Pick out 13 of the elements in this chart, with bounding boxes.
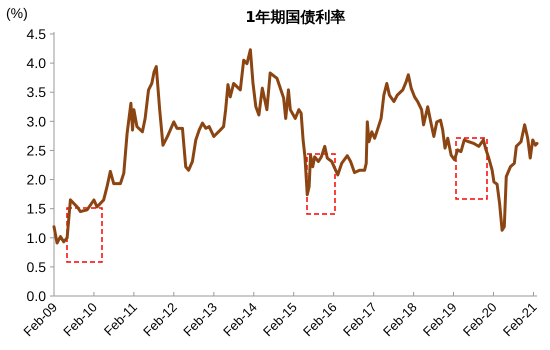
- y-tick-label: 4.0: [26, 55, 46, 72]
- y-axis-title: (%): [6, 5, 28, 21]
- y-tick-label: 4.5: [26, 26, 46, 42]
- y-tick-label: 3.0: [26, 113, 46, 130]
- y-tick-label: 2.0: [26, 172, 46, 188]
- y-tick-label: 1.5: [26, 200, 46, 217]
- y-tick-label: 3.5: [26, 84, 46, 100]
- y-tick-label: 2.5: [26, 142, 46, 158]
- y-tick-label: 1.0: [26, 230, 46, 246]
- y-tick-label: 0.0: [26, 288, 46, 304]
- chart-title: 1年期国债利率: [245, 8, 346, 26]
- y-tick-label: 0.5: [26, 258, 46, 275]
- line-series: [52, 48, 538, 245]
